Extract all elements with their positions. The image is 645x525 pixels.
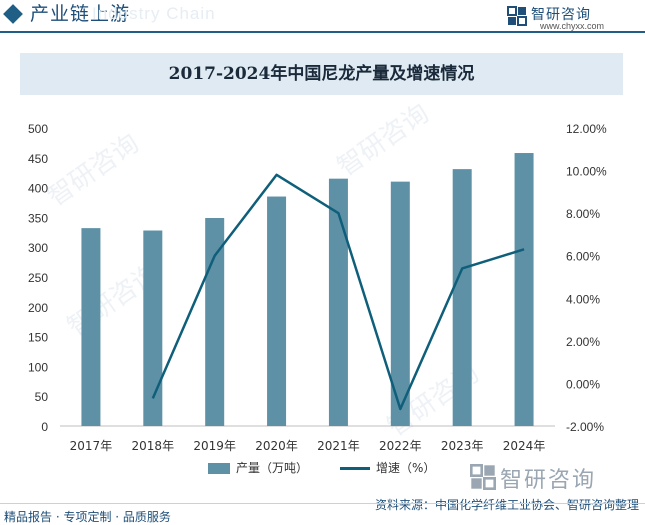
bar-production (267, 196, 287, 426)
y-left-tick-label: 0 (41, 420, 48, 434)
x-tick-label: 2021年 (317, 439, 360, 453)
x-tick-label: 2018年 (132, 439, 175, 453)
x-tick-label: 2023年 (441, 439, 484, 453)
chart-title-band: 2017-2024年中国尼龙产量及增速情况 (20, 53, 623, 95)
chart-title: 2017-2024年中国尼龙产量及增速情况 (168, 64, 475, 84)
chyxx-logo-icon (507, 6, 527, 26)
header-divider (0, 31, 645, 33)
x-tick-label: 2017年 (70, 439, 113, 453)
brand-url[interactable]: www.chyxx.com (540, 21, 605, 31)
legend-label-growth: 增速（%） (376, 461, 436, 475)
brand-block[interactable]: 智研咨询 www.chyxx.com (507, 4, 637, 34)
y-left-tick-label: 200 (28, 301, 48, 315)
x-tick-label: 2022年 (379, 439, 422, 453)
bar-production (514, 153, 534, 427)
legend-swatch-growth (340, 467, 370, 470)
y-left-tick-label: 50 (35, 390, 49, 404)
bar-production (328, 178, 348, 426)
x-tick-label: 2024年 (503, 439, 546, 453)
legend-label-production: 产量（万吨） (236, 461, 309, 475)
diamond-bullet-icon (3, 4, 23, 24)
y-left-tick-label: 350 (28, 211, 48, 225)
chart-legend: 产量（万吨） 增速（%） (0, 458, 645, 478)
y-right-tick-label: -2.00% (566, 420, 604, 434)
bar-production (452, 169, 472, 426)
header-ghost-text: Industry Chain (92, 4, 216, 23)
chart-canvas: 0 50 100 150 200 250 300 350 400 450 500 -2.00% 0.00… (28, 122, 607, 453)
x-tick-label: 2019年 (193, 439, 236, 453)
y-left-tick-label: 450 (28, 152, 48, 166)
chyxx-logo-icon (470, 464, 496, 490)
y-right-tick-label: 0.00% (566, 377, 600, 391)
brand-name: 智研咨询 (531, 7, 591, 23)
bar-production (205, 217, 225, 426)
legend-swatch-production (208, 463, 230, 474)
y-left-tick-label: 100 (28, 360, 48, 374)
y-right-tick-label: 12.00% (566, 122, 607, 136)
bar-production (81, 228, 101, 426)
y-right-tick-label: 2.00% (566, 335, 600, 349)
bar-production (390, 181, 410, 426)
bottom-brand-name: 智研咨询 (500, 468, 597, 493)
y-left-tick-label: 150 (28, 331, 48, 345)
bottom-brand: 智研咨询 (470, 462, 640, 493)
y-right-tick-label: 4.00% (566, 292, 600, 306)
y-left-tick-label: 400 (28, 182, 48, 196)
footer-tagline: 精品报告 · 专项定制 · 品质服务 (4, 510, 171, 524)
y-right-tick-label: 6.00% (566, 250, 600, 264)
y-right-tick-label: 10.00% (566, 165, 607, 179)
y-right-tick-label: 8.00% (566, 207, 600, 221)
section-title: 产业链上游 (30, 3, 131, 25)
x-tick-label: 2020年 (255, 439, 298, 453)
y-left-tick-label: 250 (28, 271, 48, 285)
y-left-tick-label: 300 (28, 241, 48, 255)
bar-production (143, 230, 163, 426)
source-note: 资料来源：中国化学纤维工业协会、智研咨询整理 (374, 498, 639, 512)
page-header: 产业链上游 Industry Chain 智研咨询 www.chyxx.com (0, 0, 645, 36)
footer-divider (0, 503, 645, 504)
y-left-tick-label: 500 (28, 122, 48, 136)
